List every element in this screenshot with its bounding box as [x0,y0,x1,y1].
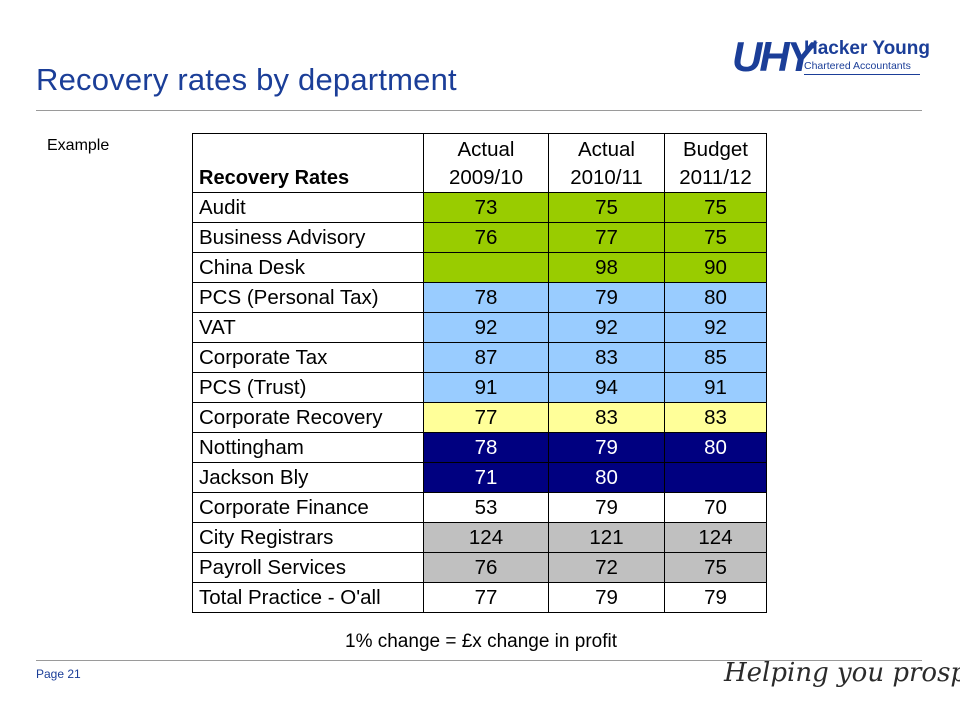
rate-cell: 53 [423,492,549,523]
table-row: Audit 73 75 75 [192,192,767,223]
rate-cell: 79 [548,492,665,523]
row-label: PCS (Trust) [192,372,424,403]
rate-cell: 98 [548,252,665,283]
column-header-line1: Budget [683,138,748,161]
column-header-2010-11: Actual 2010/11 [548,133,665,193]
rate-cell: 75 [664,552,767,583]
rate-cell: 79 [548,582,665,613]
rate-cell: 76 [423,222,549,253]
table-row: Corporate Tax 87 83 85 [192,342,767,373]
rate-cell: 92 [548,312,665,343]
rate-cell: 83 [548,402,665,433]
column-header-line2: 2010/11 [570,166,643,189]
rate-cell [423,252,549,283]
rate-cell: 78 [423,282,549,313]
rate-cell: 80 [664,282,767,313]
rate-cell: 80 [548,462,665,493]
rate-cell: 75 [664,222,767,253]
rate-cell: 77 [548,222,665,253]
slide-title: Recovery rates by department [36,62,457,97]
table-header-label: Recovery Rates [192,133,424,193]
rate-cell: 124 [664,522,767,553]
rate-cell: 75 [664,192,767,223]
rate-cell: 75 [548,192,665,223]
profit-caption: 1% change = £x change in profit [345,631,617,652]
rate-cell: 94 [548,372,665,403]
tagline: Helping you prosper [724,658,960,688]
rate-cell: 124 [423,522,549,553]
footer-divider [36,660,922,661]
title-divider [36,110,922,111]
rate-cell: 91 [664,372,767,403]
logo-subtitle: Chartered Accountants [804,60,911,72]
table-row: Nottingham 78 79 80 [192,432,767,463]
rate-cell: 80 [664,432,767,463]
table-row: PCS (Trust) 91 94 91 [192,372,767,403]
column-header-line2: 2011/12 [679,166,752,189]
column-header-line1: Actual [457,138,515,161]
rate-cell: 76 [423,552,549,583]
table-row: PCS (Personal Tax) 78 79 80 [192,282,767,313]
rate-cell: 87 [423,342,549,373]
row-label: Corporate Tax [192,342,424,373]
rate-cell: 121 [548,522,665,553]
rate-cell: 79 [548,282,665,313]
table-row: Business Advisory 76 77 75 [192,222,767,253]
rate-cell: 92 [664,312,767,343]
company-logo: UHY Hacker Young Chartered Accountants [732,34,932,80]
rate-cell: 85 [664,342,767,373]
table-row: Jackson Bly 71 80 [192,462,767,493]
table-row: Total Practice - O'all 77 79 79 [192,582,767,613]
rate-cell: 70 [664,492,767,523]
row-label: VAT [192,312,424,343]
rate-cell: 83 [664,402,767,433]
row-label: Audit [192,192,424,223]
example-label: Example [47,137,110,154]
page-number: Page 21 [36,667,81,681]
rate-cell: 77 [423,402,549,433]
row-label: Jackson Bly [192,462,424,493]
rate-cell: 92 [423,312,549,343]
logo-underline [804,74,920,75]
row-label: Corporate Finance [192,492,424,523]
column-header-2009-10: Actual 2009/10 [423,133,549,193]
column-header-2011-12: Budget 2011/12 [664,133,767,193]
recovery-rates-table: Recovery Rates Actual 2009/10 Actual 201… [192,133,767,613]
logo-name: Hacker Young [804,38,931,59]
row-label: City Registrars [192,522,424,553]
table-row: City Registrars 124 121 124 [192,522,767,553]
rate-cell: 78 [423,432,549,463]
table-row: Corporate Recovery 77 83 83 [192,402,767,433]
table-row: VAT 92 92 92 [192,312,767,343]
row-label: Nottingham [192,432,424,463]
row-label: PCS (Personal Tax) [192,282,424,313]
row-label: China Desk [192,252,424,283]
rate-cell: 72 [548,552,665,583]
table-row: Corporate Finance 53 79 70 [192,492,767,523]
rate-cell: 91 [423,372,549,403]
column-header-line1: Actual [578,138,635,161]
table-header-row: Recovery Rates Actual 2009/10 Actual 201… [192,133,767,193]
table-row: China Desk 98 90 [192,252,767,283]
rate-cell: 79 [548,432,665,463]
rate-cell: 83 [548,342,665,373]
row-label: Corporate Recovery [192,402,424,433]
rate-cell: 73 [423,192,549,223]
rate-cell: 71 [423,462,549,493]
logo-mark: UHY [732,33,815,80]
rate-cell: 79 [664,582,767,613]
table-row: Payroll Services 76 72 75 [192,552,767,583]
rate-cell: 90 [664,252,767,283]
row-label: Business Advisory [192,222,424,253]
row-label: Total Practice - O'all [192,582,424,613]
column-header-line2: 2009/10 [448,166,524,189]
row-label: Payroll Services [192,552,424,583]
rate-cell: 77 [423,582,549,613]
rate-cell [664,462,767,493]
